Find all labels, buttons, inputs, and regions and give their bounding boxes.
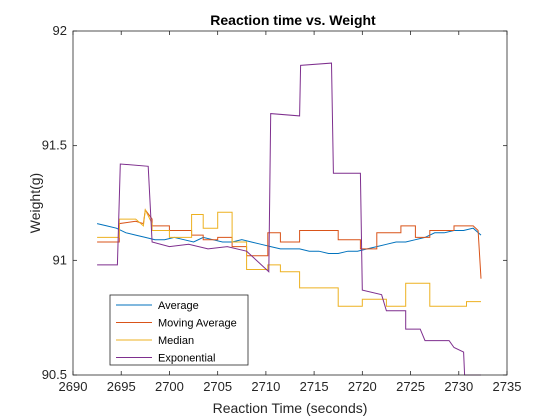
y-tick-label: 91 xyxy=(53,252,67,267)
series-line-median xyxy=(97,208,481,307)
legend-label: Average xyxy=(158,300,199,312)
y-tick-label: 91.5 xyxy=(42,138,67,153)
chart-title: Reaction time vs. Weight xyxy=(210,12,376,28)
legend-box xyxy=(109,294,249,366)
y-tick-label: 92 xyxy=(53,23,67,38)
x-tick-label: 2735 xyxy=(493,379,522,394)
x-axis-label: Reaction Time (seconds) xyxy=(213,400,368,416)
y-tick-label: 90.5 xyxy=(42,367,67,382)
x-tick-label: 2720 xyxy=(348,379,377,394)
axes-box xyxy=(72,30,508,376)
legend-label: Moving Average xyxy=(158,318,237,330)
x-tick-label: 2690 xyxy=(59,379,88,394)
x-tick-label: 2715 xyxy=(300,379,329,394)
x-tick-label: 2730 xyxy=(444,379,473,394)
x-tick-label: 2710 xyxy=(251,379,280,394)
series-line-exponential xyxy=(97,62,481,376)
series-layer xyxy=(96,62,482,376)
legend-label: Median xyxy=(158,335,194,347)
legend-label: Exponential xyxy=(158,353,216,365)
legend: Average Moving Average Median Exponential xyxy=(109,294,249,366)
series-line-average xyxy=(96,223,482,254)
x-tick-label: 2705 xyxy=(203,379,232,394)
x-axis-ticks: 2690 2695 2700 2705 2710 2715 2720 2725 2730 2735 xyxy=(59,31,522,394)
y-axis-label: Weight(g) xyxy=(27,173,43,233)
x-tick-label: 2700 xyxy=(155,379,184,394)
x-tick-label: 2695 xyxy=(107,379,136,394)
x-tick-label: 2725 xyxy=(396,379,425,394)
y-axis-ticks: 90.5 91 91.5 92 xyxy=(42,23,507,382)
